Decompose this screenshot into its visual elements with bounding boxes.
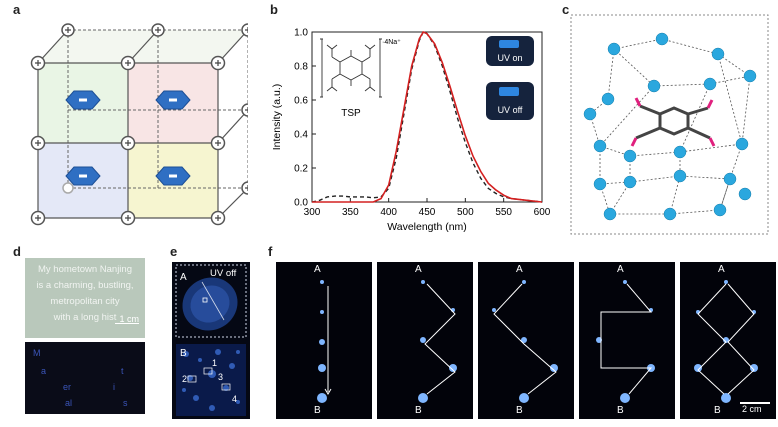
legend-uv-off: UV off	[486, 82, 534, 120]
path-frame-1-graphics	[317, 280, 332, 403]
glow-letter: s	[123, 398, 128, 408]
y-tick-label: 0.2	[294, 164, 308, 175]
series-uv-on-line	[312, 30, 543, 203]
start-label: A	[415, 264, 422, 275]
y-tick-label: 0.0	[294, 198, 308, 209]
x-tick-label: 450	[419, 207, 436, 218]
path-frame-3: A B	[478, 262, 574, 419]
end-label: B	[714, 405, 721, 416]
end-label: B	[516, 405, 523, 416]
tsp-structure	[320, 38, 382, 98]
end-label: B	[415, 405, 422, 416]
label-a: A	[180, 272, 187, 283]
glow-letter: i	[113, 382, 115, 392]
x-tick-label: 350	[342, 207, 359, 218]
panel-label-e: e	[170, 244, 178, 259]
counterion-label: ·4Na⁺	[382, 39, 401, 46]
panel-label-c: c	[562, 2, 570, 17]
panel-label-f: f	[268, 244, 273, 259]
crystal-atoms	[583, 32, 757, 221]
glow-letter: er	[63, 382, 72, 392]
path-frame-5-graphics	[694, 280, 758, 403]
scale-bar	[115, 322, 139, 324]
daylight-photo: My hometown Nanjing is a charming, bustl…	[25, 258, 145, 338]
region-number: 2	[182, 374, 188, 384]
x-tick-label: 550	[495, 207, 512, 218]
y-tick-label: 0.8	[294, 62, 308, 73]
x-axis-label: Wavelength (nm)	[387, 221, 467, 233]
y-tick-label: 1.0	[294, 28, 308, 39]
y-tick-label: 0.6	[294, 96, 308, 107]
end-label: B	[617, 405, 624, 416]
start-label: A	[516, 264, 523, 275]
photo-text-line-3: metropolitan city	[50, 296, 120, 307]
panel-label-d: d	[13, 244, 21, 259]
legend-uv-on: UV on	[486, 36, 534, 66]
emission-spectrum-chart: 0.0 0.2 0.4 0.6 0.8 1.0 300 350 400 450 500 550 600…	[271, 28, 551, 234]
photo-text-line-1: My hometown Nanjing	[38, 264, 132, 275]
y-tick-label: 0.4	[294, 130, 308, 141]
glow-letter: M	[33, 348, 41, 358]
region-number: 4	[232, 394, 238, 404]
panel-e-graphics	[175, 264, 247, 416]
molecule-label: TSP	[341, 108, 361, 119]
x-tick-label: 300	[304, 207, 321, 218]
start-label: A	[718, 264, 725, 275]
crystal-structure-diagram	[570, 14, 769, 235]
legend-uv-off-label: UV off	[498, 105, 523, 115]
path-frame-2: A B	[377, 262, 473, 419]
scale-label: 2 cm	[742, 404, 762, 414]
glow-letter: a	[41, 366, 47, 376]
photo-text-line-2: is a charming, bustling,	[36, 280, 134, 291]
glow-letter: t	[121, 366, 124, 376]
glow-letter: al	[65, 398, 73, 408]
path-frame-1: A B	[276, 262, 372, 419]
x-tick-label: 500	[457, 207, 474, 218]
legend-uv-on-label: UV on	[497, 53, 522, 63]
start-label: A	[314, 264, 321, 275]
path-frame-5: A B 2 cm	[680, 262, 776, 419]
crystal-bonds	[589, 38, 752, 215]
node-plus-marks	[35, 27, 248, 221]
panel-label-a: a	[13, 2, 21, 17]
lattice-cube-diagram	[30, 23, 248, 226]
path-frame-3-graphics	[492, 280, 558, 403]
y-axis-label: Intensity (a.u.)	[271, 84, 283, 151]
series-uv-off-line	[311, 31, 543, 203]
x-tick-label: 400	[380, 207, 397, 218]
uv-off-text: UV off	[210, 268, 237, 279]
label-b: B	[180, 348, 187, 359]
region-number: 1	[212, 358, 218, 368]
path-frame-2-graphics	[418, 280, 457, 403]
tsp-ligand	[630, 97, 716, 147]
path-frame-4-graphics	[596, 280, 655, 403]
path-frame-4: A B	[579, 262, 675, 419]
region-number: 3	[218, 372, 224, 382]
molecule-hexagons	[65, 90, 191, 186]
x-tick-label: 600	[534, 207, 551, 218]
uv-photo: M a t er i al s	[25, 342, 145, 414]
panel-e-images: A UV off B 1 2 3 4	[172, 262, 250, 419]
scale-label: 1 cm	[119, 314, 139, 324]
photo-text-line-4: with a long hist	[53, 312, 117, 323]
panel-label-b: b	[270, 2, 278, 17]
end-label: B	[314, 405, 321, 416]
scale-bar	[740, 402, 770, 404]
start-label: A	[617, 264, 624, 275]
